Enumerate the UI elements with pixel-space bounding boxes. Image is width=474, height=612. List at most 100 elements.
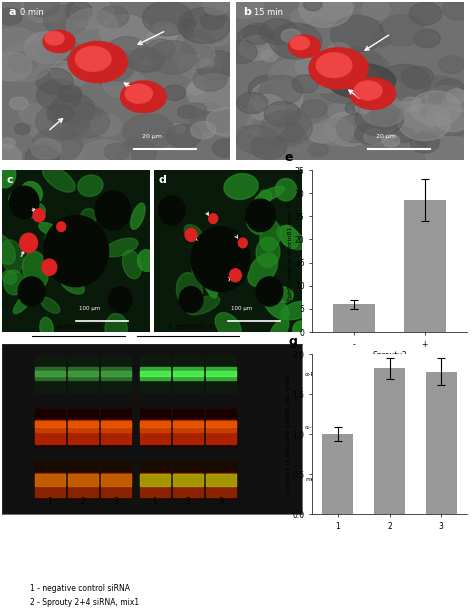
Bar xyxy=(68,461,98,499)
Circle shape xyxy=(30,122,56,140)
Circle shape xyxy=(370,90,402,113)
Circle shape xyxy=(120,81,166,113)
Circle shape xyxy=(8,52,37,72)
Circle shape xyxy=(299,0,353,27)
Bar xyxy=(101,356,131,394)
Circle shape xyxy=(410,133,439,153)
Ellipse shape xyxy=(277,226,305,250)
Circle shape xyxy=(50,61,79,81)
Bar xyxy=(206,461,236,499)
Bar xyxy=(140,461,170,499)
Bar xyxy=(35,420,65,444)
Circle shape xyxy=(204,0,229,15)
Circle shape xyxy=(350,54,389,81)
Ellipse shape xyxy=(78,175,103,196)
Circle shape xyxy=(235,106,270,129)
Ellipse shape xyxy=(23,202,46,218)
Circle shape xyxy=(270,23,322,59)
Circle shape xyxy=(370,32,392,47)
Circle shape xyxy=(318,67,370,103)
Circle shape xyxy=(171,38,215,69)
Circle shape xyxy=(399,105,451,141)
Bar xyxy=(173,421,203,427)
Ellipse shape xyxy=(81,209,97,226)
Circle shape xyxy=(23,0,48,11)
Circle shape xyxy=(301,60,348,93)
Bar xyxy=(101,461,131,499)
Ellipse shape xyxy=(280,225,299,248)
Y-axis label: EphB2 cells in ephrinB1 area, %: EphB2 cells in ephrinB1 area, % xyxy=(288,201,293,301)
Circle shape xyxy=(243,23,273,44)
Bar xyxy=(32,409,296,446)
Circle shape xyxy=(123,114,175,150)
Bar xyxy=(173,461,203,499)
Ellipse shape xyxy=(195,239,210,259)
Circle shape xyxy=(237,92,268,114)
Text: 1: 1 xyxy=(47,496,52,506)
Bar xyxy=(140,367,170,380)
Circle shape xyxy=(224,40,257,64)
Circle shape xyxy=(186,103,206,117)
Bar xyxy=(173,356,203,394)
Ellipse shape xyxy=(137,250,156,271)
Ellipse shape xyxy=(0,159,16,188)
Circle shape xyxy=(25,146,59,169)
Text: 0 min: 0 min xyxy=(20,9,44,17)
Ellipse shape xyxy=(43,166,75,192)
Circle shape xyxy=(237,26,269,48)
Bar xyxy=(173,474,203,486)
Ellipse shape xyxy=(260,190,272,202)
Ellipse shape xyxy=(200,236,220,261)
Circle shape xyxy=(389,83,420,104)
Circle shape xyxy=(200,59,214,69)
Ellipse shape xyxy=(187,296,220,315)
Ellipse shape xyxy=(9,190,29,205)
Circle shape xyxy=(104,143,129,160)
Circle shape xyxy=(409,2,442,25)
Circle shape xyxy=(128,48,164,72)
Circle shape xyxy=(36,69,73,94)
Ellipse shape xyxy=(203,272,217,298)
Circle shape xyxy=(167,124,201,148)
Text: 3: 3 xyxy=(114,496,118,506)
Circle shape xyxy=(125,84,153,103)
Bar xyxy=(68,472,98,497)
Text: 100 μm: 100 μm xyxy=(79,306,100,311)
Circle shape xyxy=(65,2,92,20)
Circle shape xyxy=(212,139,238,157)
Bar xyxy=(101,472,131,497)
Circle shape xyxy=(36,80,81,111)
Ellipse shape xyxy=(264,294,289,319)
Circle shape xyxy=(290,37,310,50)
Circle shape xyxy=(238,238,247,248)
Ellipse shape xyxy=(271,286,293,302)
Ellipse shape xyxy=(4,270,24,295)
Ellipse shape xyxy=(131,203,145,230)
Bar xyxy=(140,472,170,497)
Circle shape xyxy=(354,129,369,139)
Bar xyxy=(173,371,203,376)
Circle shape xyxy=(158,196,185,225)
Circle shape xyxy=(419,97,449,118)
Ellipse shape xyxy=(281,301,312,319)
Ellipse shape xyxy=(247,218,262,234)
Bar xyxy=(140,409,170,446)
Circle shape xyxy=(44,5,88,35)
Bar xyxy=(101,420,131,444)
Circle shape xyxy=(261,110,312,146)
Circle shape xyxy=(191,121,216,139)
Ellipse shape xyxy=(224,174,258,200)
Circle shape xyxy=(118,140,156,166)
Circle shape xyxy=(0,138,15,148)
Circle shape xyxy=(31,138,61,159)
Bar xyxy=(140,422,170,432)
Ellipse shape xyxy=(2,271,17,284)
Bar xyxy=(35,421,65,427)
Circle shape xyxy=(177,29,212,54)
Circle shape xyxy=(100,57,134,81)
Ellipse shape xyxy=(40,318,53,338)
Text: 3: 3 xyxy=(219,496,223,506)
Circle shape xyxy=(129,40,164,65)
Circle shape xyxy=(250,134,287,159)
Ellipse shape xyxy=(45,230,63,251)
